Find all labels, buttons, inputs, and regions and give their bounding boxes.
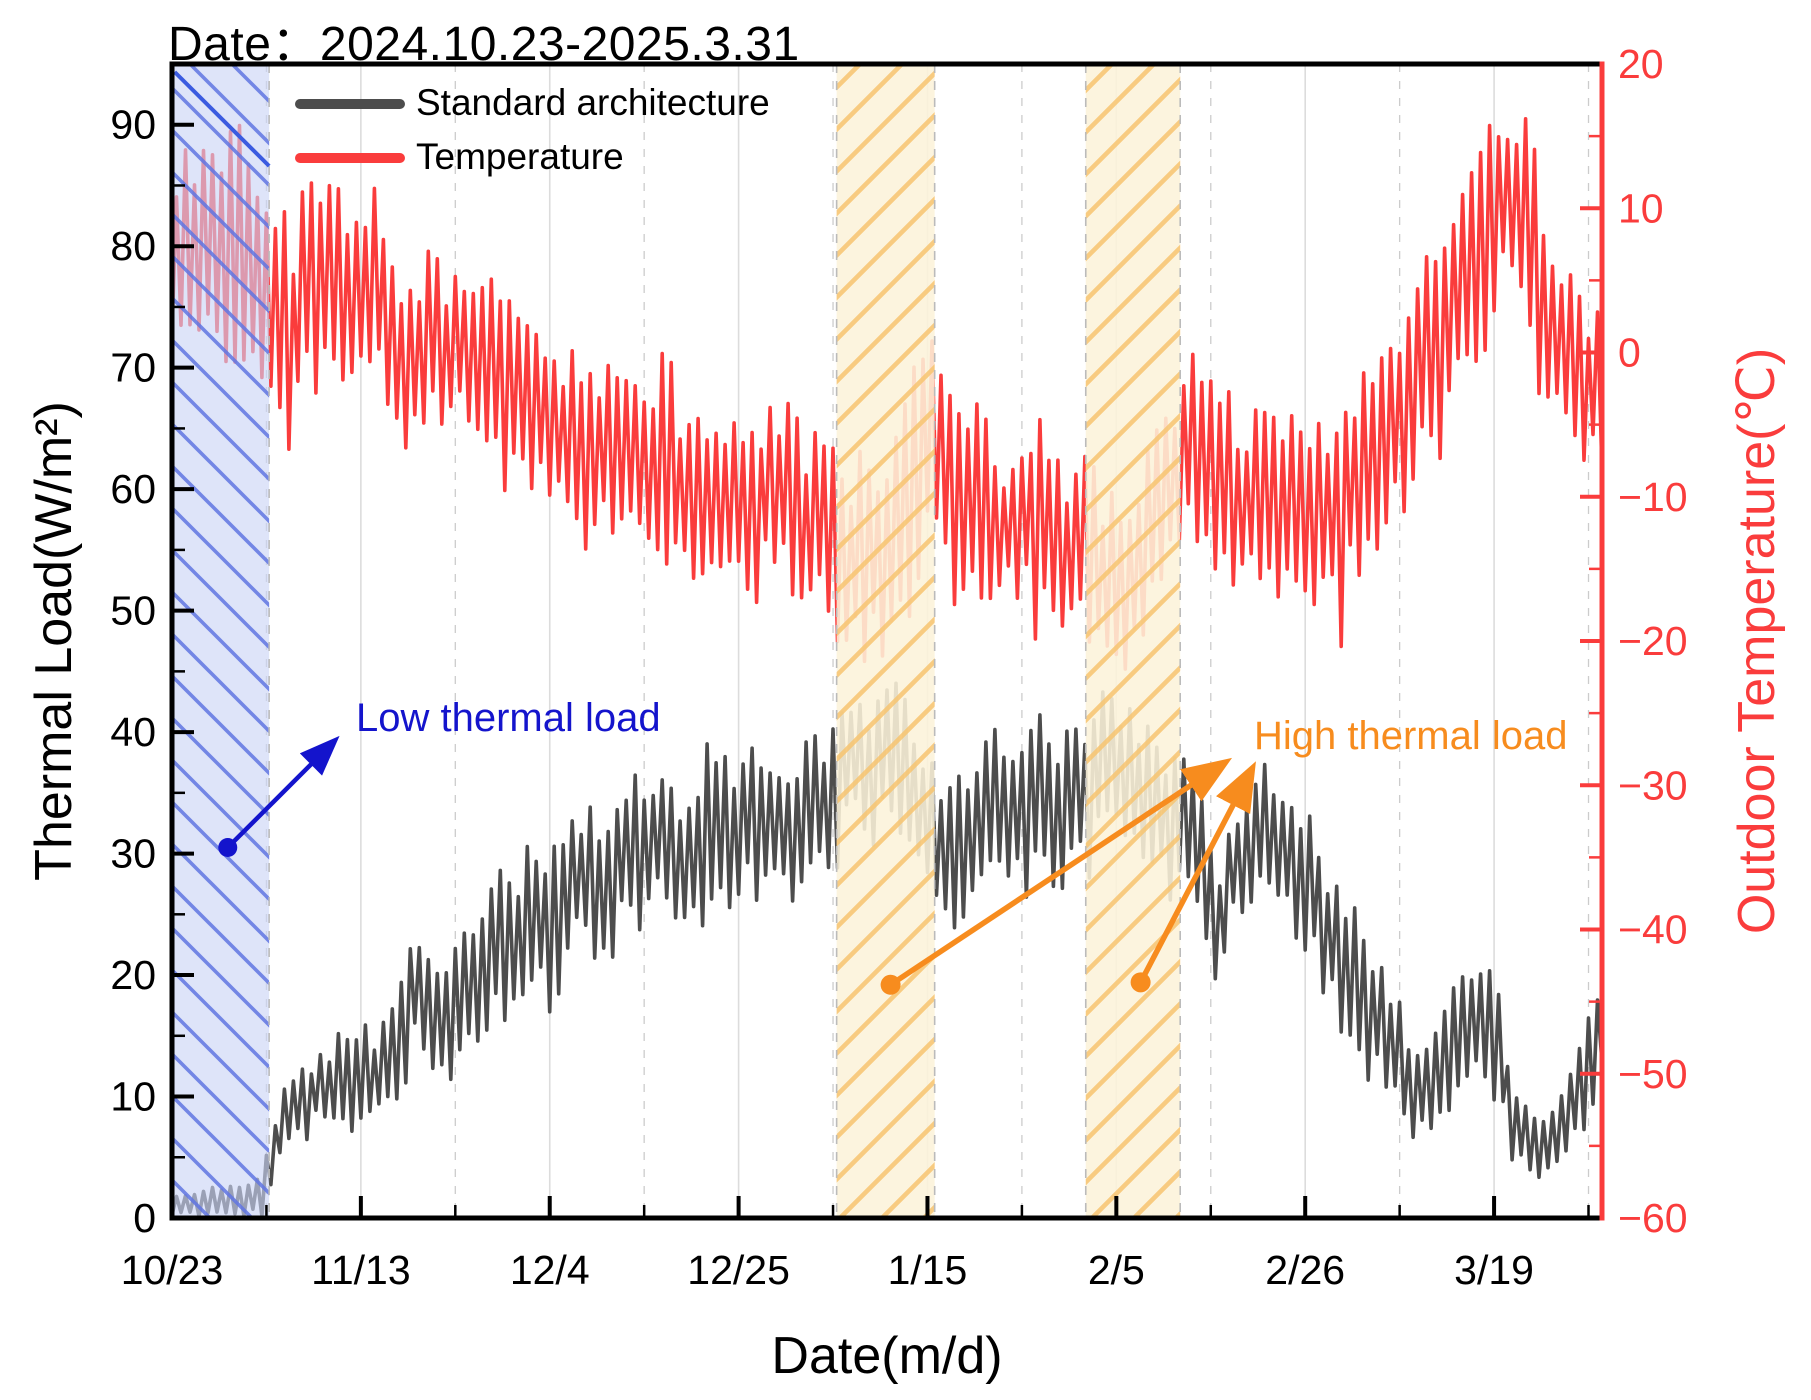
x-tick-label: 12/25	[687, 1247, 790, 1293]
x-tick-label: 12/4	[510, 1247, 590, 1293]
high-annotation-dot-1	[880, 974, 901, 995]
low-annotation-arrow	[226, 735, 340, 850]
x-tick-label: 10/23	[121, 1247, 224, 1293]
y-left-tick-label: 20	[110, 952, 156, 998]
y-axis-title-left: Thermal Load(W/m²)	[25, 401, 83, 881]
annotation-low-thermal-load: Low thermal load	[356, 696, 661, 740]
y-left-tick-label: 70	[110, 345, 156, 391]
y-axis-title-right: Outdoor Temperature(℃)	[1728, 347, 1786, 935]
y-right-tick-label: −50	[1618, 1051, 1688, 1097]
x-tick-label: 2/26	[1265, 1247, 1345, 1293]
x-tick-label: 2/5	[1088, 1247, 1145, 1293]
chart-title: Date：2024.10.23-2025.3.31	[168, 18, 800, 71]
y-left-tick-label: 90	[110, 102, 156, 148]
y-right-tick-label: −40	[1618, 907, 1688, 953]
y-left-tick-label: 60	[110, 466, 156, 512]
y-left-tick-label: 10	[110, 1074, 156, 1120]
low-thermal-load-band-hatch	[172, 64, 270, 1218]
legend-label-temperature: Temperature	[416, 136, 624, 177]
y-right-tick-label: −60	[1618, 1195, 1688, 1241]
blue-hatch-accent	[173, 70, 271, 168]
y-right-tick-label: 0	[1618, 330, 1641, 376]
x-axis-title: Date(m/d)	[771, 1327, 1003, 1385]
y-right-tick-label: 10	[1618, 185, 1664, 231]
y-left-tick-label: 0	[133, 1195, 156, 1241]
x-tick-label: 3/19	[1454, 1247, 1534, 1293]
y-left-tick-label: 50	[110, 588, 156, 634]
y-left-tick-label: 40	[110, 709, 156, 755]
high-thermal-load-band-2-hatch	[1085, 64, 1181, 1218]
legend-label-standard-architecture: Standard architecture	[416, 82, 770, 123]
y-right-tick-label: −10	[1618, 474, 1688, 520]
high-annotation-arrow-2	[1138, 761, 1256, 984]
y-right-tick-label: 20	[1618, 41, 1664, 87]
high-annotation-arrow-1	[889, 757, 1233, 988]
y-left-tick-label: 80	[110, 223, 156, 269]
y-right-tick-label: −30	[1618, 762, 1688, 808]
annotation-high-thermal-load: High thermal load	[1254, 714, 1568, 758]
y-right-tick-label: −20	[1618, 618, 1688, 664]
y-left-tick-label: 30	[110, 831, 156, 877]
low-annotation-dot	[218, 838, 238, 858]
high-annotation-dot-2	[1130, 972, 1151, 993]
high-thermal-load-band-1-hatch	[836, 64, 935, 1218]
x-tick-label: 1/15	[888, 1247, 968, 1293]
x-tick-label: 11/13	[311, 1247, 411, 1293]
